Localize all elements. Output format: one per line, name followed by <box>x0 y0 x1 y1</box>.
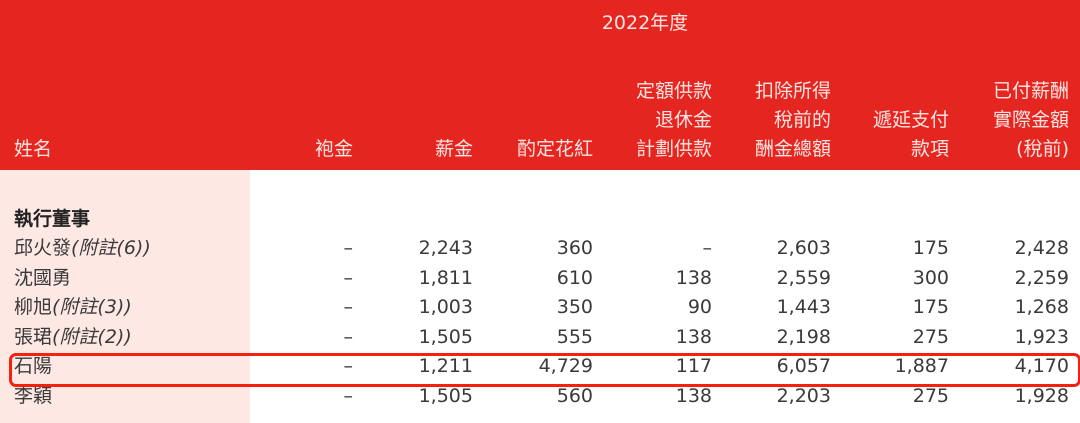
note-text: (附註(2)) <box>52 325 132 348</box>
value-cell: 1,887 <box>894 355 949 378</box>
value-cell: 1,811 <box>418 266 473 289</box>
value-cell: – <box>343 266 354 289</box>
highlight-box <box>9 353 1080 387</box>
value-cell: 275 <box>912 325 949 348</box>
table-row: 石陽 – 1,211 4,729 117 6,057 1,887 4,170 <box>0 352 1080 381</box>
value-cell: 610 <box>556 266 593 289</box>
name-text: 柳旭 <box>14 296 53 319</box>
director-name: 柳旭(附註(3)) <box>14 293 132 322</box>
col-bonus: 酌定花紅 <box>516 138 593 160</box>
name-text: 邱火發 <box>14 237 72 259</box>
name-text: 李穎 <box>14 385 53 407</box>
value-cell: 1,505 <box>418 325 473 348</box>
director-name: 邱火發(附註(6)) <box>14 234 151 263</box>
value-cell: 2,259 <box>1014 266 1069 289</box>
director-name: 石陽 <box>14 352 52 381</box>
value-cell: 2,243 <box>418 237 473 259</box>
value-cell: 555 <box>556 325 593 348</box>
value-cell: 350 <box>556 296 593 319</box>
value-cell: 117 <box>675 355 712 378</box>
section-heading: 執行董事 <box>14 208 91 230</box>
table-row: 邱火發(附註(6)) – 2,243 360 – 2,603 175 2,428 <box>0 234 1080 263</box>
year-label: 2022年度 <box>601 12 689 34</box>
name-text: 石陽 <box>14 355 53 378</box>
value-cell: 1,268 <box>1014 296 1069 319</box>
table-row: 柳旭(附註(3)) – 1,003 350 90 1,443 175 1,268 <box>0 293 1080 322</box>
value-cell: 1,003 <box>418 296 473 319</box>
col-total: 扣除所得 稅前的 酬金總額 <box>754 80 831 160</box>
value-cell: 2,203 <box>776 385 831 407</box>
value-cell: 1,443 <box>776 296 831 319</box>
value-cell: 1,505 <box>418 385 473 407</box>
value-cell: 2,559 <box>776 266 831 289</box>
value-cell: – <box>343 385 354 407</box>
value-cell: – <box>343 296 354 319</box>
col-salary: 薪金 <box>434 138 473 160</box>
director-name: 張珺(附註(2)) <box>14 323 132 352</box>
value-cell: – <box>343 355 354 378</box>
value-cell: 90 <box>687 296 712 319</box>
table-row: 李穎 – 1,505 560 138 2,203 275 1,928 <box>0 382 1080 411</box>
value-cell: – <box>343 325 354 348</box>
value-cell: 275 <box>912 385 949 407</box>
value-cell: 175 <box>912 237 949 259</box>
value-cell: 175 <box>912 296 949 319</box>
note-text: (附註(6)) <box>71 237 151 259</box>
value-cell: 1,211 <box>418 355 473 378</box>
note-text: (附註(3)) <box>52 296 132 319</box>
value-cell: 2,428 <box>1014 237 1069 259</box>
value-cell: 560 <box>556 385 593 407</box>
director-name: 沈國勇 <box>14 264 71 293</box>
table-row: 沈國勇 – 1,811 610 138 2,559 300 2,259 <box>0 264 1080 293</box>
value-cell: 4,729 <box>538 355 593 378</box>
director-name: 李穎 <box>14 382 52 411</box>
name-text: 張珺 <box>14 325 53 348</box>
value-cell: 1,923 <box>1014 325 1069 348</box>
value-cell: 2,603 <box>776 237 831 259</box>
value-cell: 138 <box>675 325 712 348</box>
col-name: 姓名 <box>14 138 53 160</box>
value-cell: 1,928 <box>1014 385 1069 407</box>
col-deferred: 遞延支付 款項 <box>872 109 949 160</box>
value-cell: – <box>702 237 713 259</box>
value-cell: 138 <box>675 266 712 289</box>
name-text: 沈國勇 <box>14 266 72 289</box>
value-cell: 6,057 <box>776 355 831 378</box>
value-cell: 360 <box>556 237 593 259</box>
col-pension: 定額供款 退休金 計劃供款 <box>635 80 712 160</box>
value-cell: 4,170 <box>1014 355 1069 378</box>
col-fees: 袍金 <box>314 138 353 160</box>
col-paid: 已付薪酬 實際金額 (稅前) <box>992 80 1069 160</box>
value-cell: 300 <box>912 266 949 289</box>
name-column-background <box>0 170 250 423</box>
table-header: 2022年度 姓名 袍金 薪金 酌定花紅 定額供款 退休金 計劃供款 扣除所得 … <box>0 0 1080 170</box>
value-cell: – <box>343 237 354 259</box>
value-cell: 2,198 <box>776 325 831 348</box>
table-row: 張珺(附註(2)) – 1,505 555 138 2,198 275 1,923 <box>0 323 1080 352</box>
value-cell: 138 <box>675 385 712 407</box>
